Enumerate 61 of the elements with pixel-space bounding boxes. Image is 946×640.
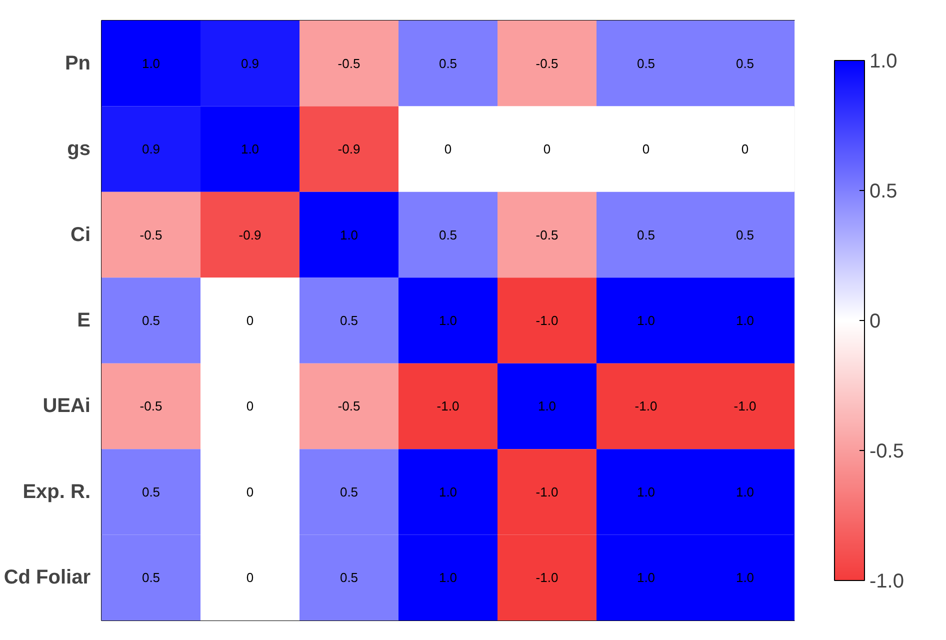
data-label: -0.5 [140,398,162,414]
data-label: -1.0 [436,398,460,414]
data-label: 1.0 [438,484,458,500]
data-label: -0.9 [338,142,360,157]
data-label: -0.5 [536,227,558,242]
color-bar-label: 0.5 [870,180,898,202]
y-tick-label: gs [67,138,91,160]
data-label: 0.5 [142,570,160,586]
color-bar-label: -0.5 [870,440,904,462]
data-label: 0 [246,484,254,500]
data-label: 0.5 [736,227,754,242]
data-label: 0.5 [340,484,358,500]
data-label: 1.0 [340,227,358,242]
data-label: 0 [246,313,254,328]
data-label: 1.0 [142,56,160,71]
data-label: 0.5 [340,313,358,328]
y-tick-label: Pn [64,52,91,74]
data-label: -0.5 [338,56,360,71]
data-label: 1.0 [636,313,656,328]
data-label: -1.0 [634,398,658,414]
data-label: 1.0 [736,313,754,328]
data-label: 0.9 [142,142,160,157]
data-label: 1.0 [438,313,458,328]
data-label: -1.0 [734,398,756,414]
data-label: 0.5 [340,570,358,586]
data-label: 1.0 [240,142,260,157]
data-label: 0 [741,142,749,157]
data-label: 0 [246,398,254,414]
y-tick-label: Cd Foliar [4,566,91,589]
data-label: -0.5 [536,56,558,71]
y-tick-label: UEAi [42,395,91,418]
data-label: -0.5 [338,398,360,414]
data-label: 0.5 [636,227,656,242]
data-label: 0.5 [142,313,160,328]
data-label: 1.0 [636,484,656,500]
color-bar-label: 1.0 [870,50,898,72]
color-bar-label: 0 [870,310,881,332]
data-label: 0 [246,570,254,586]
color-bar-label: -1.0 [870,570,904,592]
data-label: 1.0 [736,484,754,500]
data-label: 0.5 [142,484,160,500]
data-label: 0.5 [438,56,458,71]
data-label: -1.0 [536,484,558,500]
data-label: 0.5 [636,56,656,71]
data-label: 1.0 [736,570,754,586]
y-tick-label: Ci [70,224,90,246]
data-label: -0.9 [238,227,262,242]
data-label: -0.5 [140,227,162,242]
data-label: 0 [543,142,551,157]
data-label: 1.0 [538,398,556,414]
data-label: 0.5 [736,56,754,71]
data-label: -1.0 [536,313,558,328]
data-label: 0 [444,142,452,157]
data-label: 0.9 [240,56,260,71]
data-label: 1.0 [636,570,656,586]
data-label: 1.0 [438,570,458,586]
data-label: 0 [642,142,650,157]
y-tick-label: E [77,310,91,332]
data-label: -1.0 [536,570,558,586]
data-label: 0.5 [438,227,458,242]
y-tick-label: Exp. R. [22,480,91,503]
